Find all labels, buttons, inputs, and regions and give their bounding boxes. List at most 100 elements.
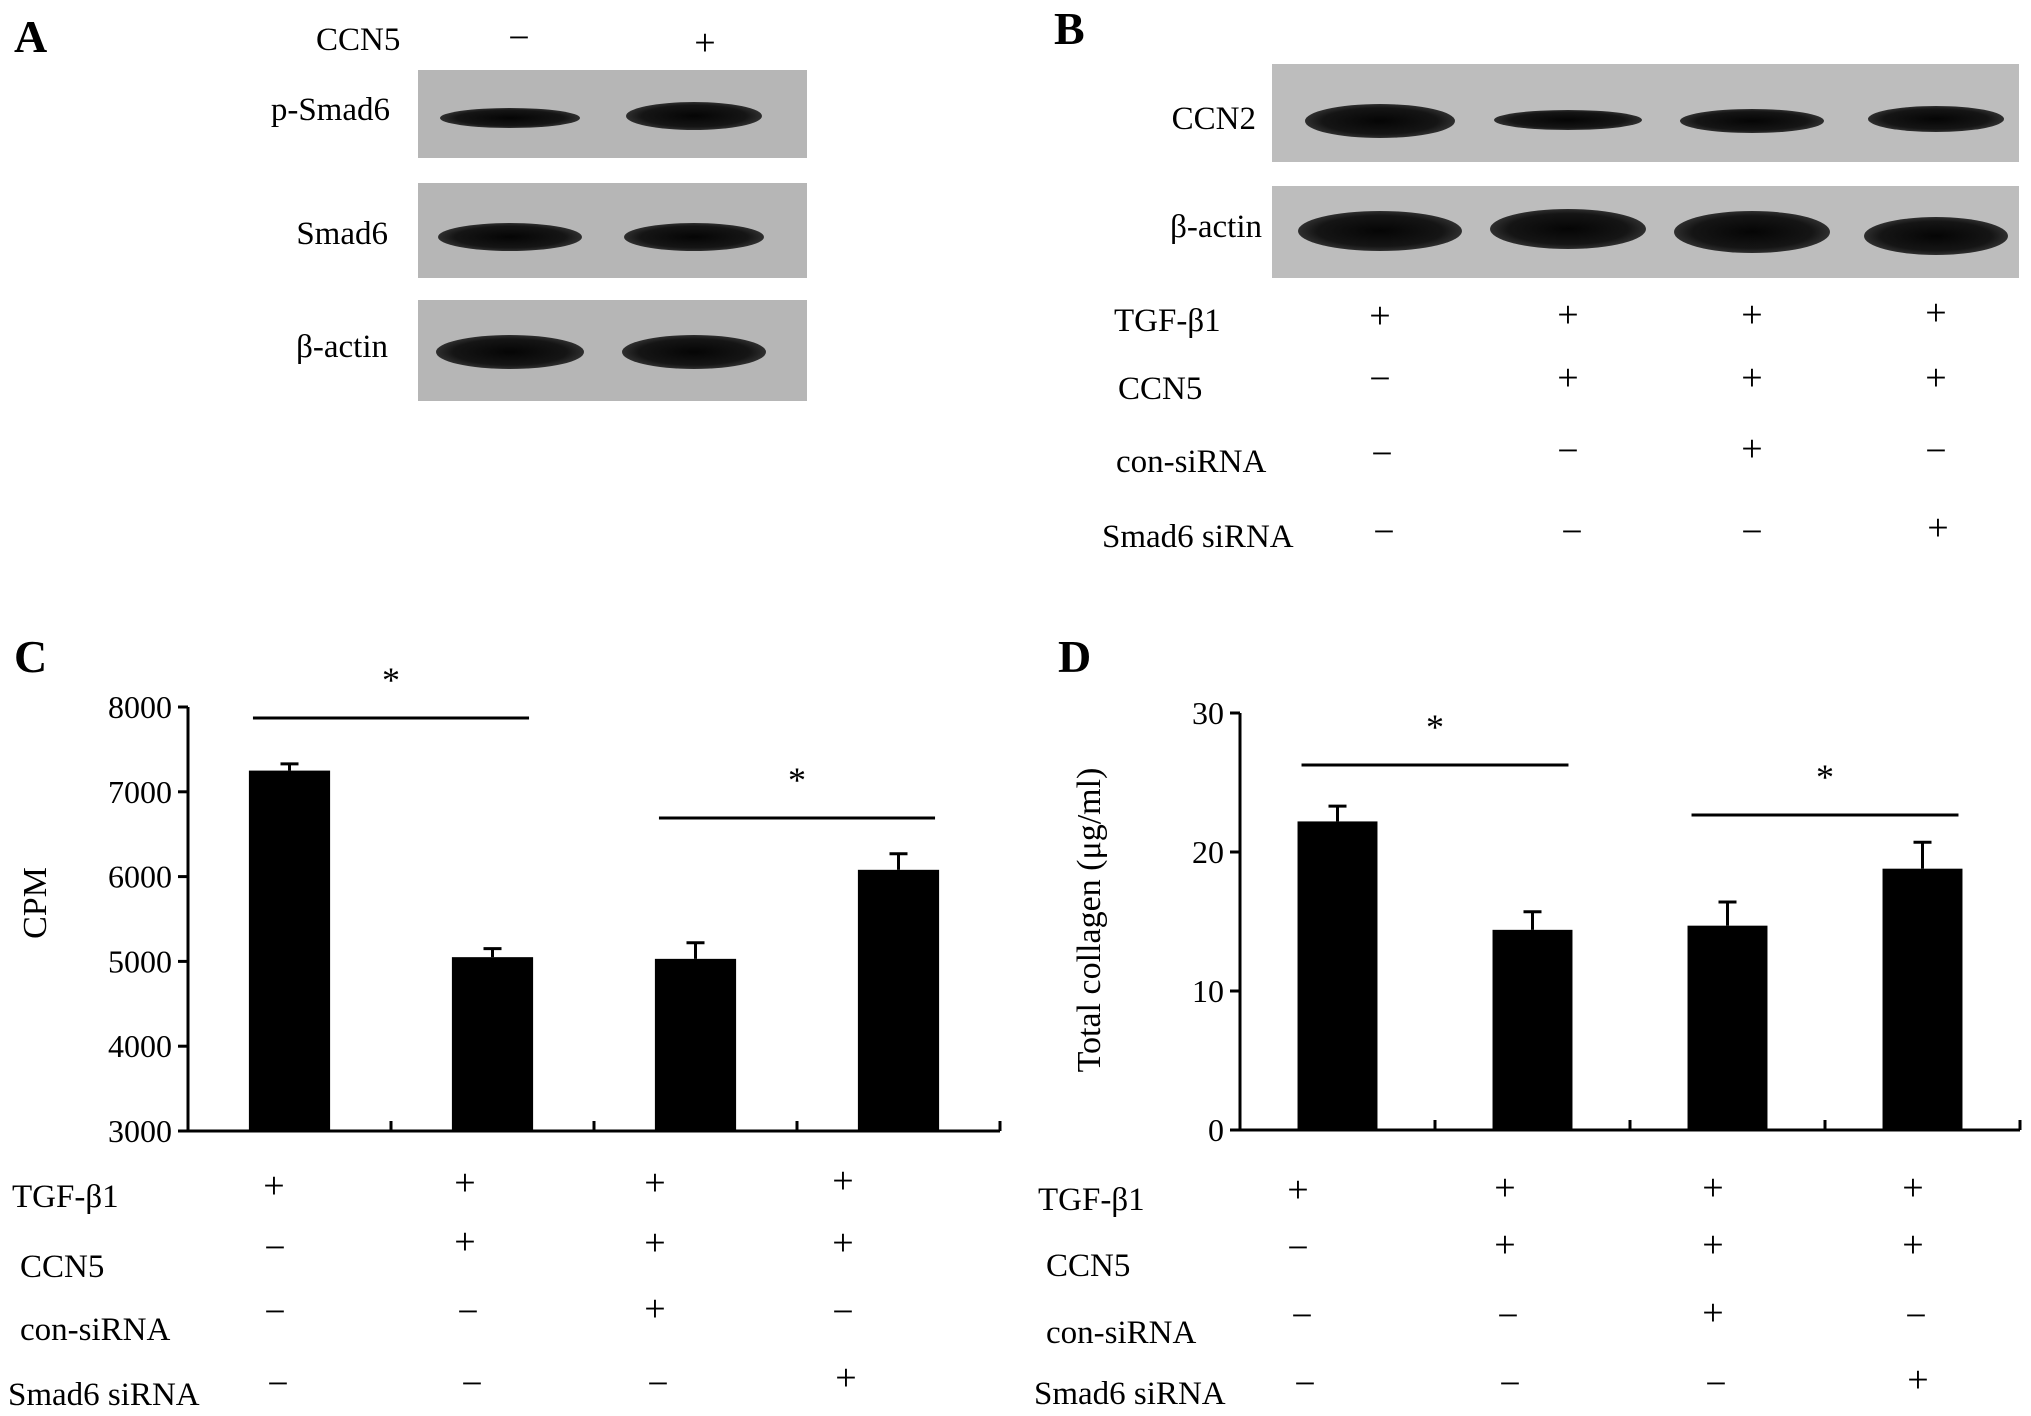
panel-b-treatment-label: CCN5 xyxy=(1118,371,1202,407)
panel-d-treatment-symbol: + xyxy=(1494,1167,1515,1209)
panel-d-treatment-symbol: − xyxy=(1497,1295,1518,1337)
panel-d-treatment-symbol: + xyxy=(1902,1224,1923,1266)
panel-c-treatment-symbol: − xyxy=(264,1227,285,1269)
panel-d-treatment-symbol: − xyxy=(1499,1363,1520,1405)
bar xyxy=(1297,821,1378,1130)
panel-c-treatment-symbol: − xyxy=(267,1363,288,1405)
panel-b-treatment-label: con-siRNA xyxy=(1116,444,1266,480)
panel-a-blot-label-psmad6: p-Smad6 xyxy=(271,92,390,128)
panel-b-treatment-symbol: + xyxy=(1741,428,1762,470)
significance-star: * xyxy=(1816,757,1834,797)
panel-d-treatment-symbol: + xyxy=(1494,1224,1515,1266)
panel-c-treatment-label: TGF-β1 xyxy=(12,1179,119,1215)
panel-b-treatment-label: TGF-β1 xyxy=(1114,303,1221,339)
panel-a-ccn5-minus: − xyxy=(508,17,529,59)
bar xyxy=(857,869,940,1131)
panel-a-band-psmad6-lane1 xyxy=(440,108,580,128)
panel-a-band-smad6-lane2 xyxy=(624,223,764,251)
y-tick-label: 3000 xyxy=(108,1113,172,1149)
panel-b-treatment-symbol: + xyxy=(1925,292,1946,334)
panel-d-treatment-symbol: + xyxy=(1702,1224,1723,1266)
panel-c-treatment-label: CCN5 xyxy=(20,1249,104,1285)
panel-a-band-actin-lane2 xyxy=(622,335,766,369)
y-tick-label: 4000 xyxy=(108,1028,172,1064)
panel-a: A CCN5 − + p-Smad6 Smad6 β-actin xyxy=(14,11,807,401)
panel-b-blot-label-ccn2: CCN2 xyxy=(1172,101,1256,137)
panel-b-treatment-symbol: − xyxy=(1369,358,1390,400)
panel-c-treatment-symbol: + xyxy=(832,1160,853,1202)
panel-c-treatment-label: Smad6 siRNA xyxy=(8,1377,200,1413)
panel-b-band-ccn2-lane2 xyxy=(1494,110,1642,130)
panel-d-treatment-label: con-siRNA xyxy=(1046,1315,1196,1351)
significance-star: * xyxy=(1426,707,1444,747)
panel-d-letter: D xyxy=(1058,631,1091,682)
panel-b-treatment-symbol: + xyxy=(1557,294,1578,336)
significance-star: * xyxy=(788,760,806,800)
y-tick-label: 30 xyxy=(1192,695,1224,731)
panel-d-treatment-grid: TGF-β1 + + + + CCN5 − + + + con-siRNA − … xyxy=(1034,1167,1929,1412)
y-tick-label: 6000 xyxy=(108,859,172,895)
y-tick-label: 20 xyxy=(1192,834,1224,870)
panel-b-treatment-symbol: − xyxy=(1925,430,1946,472)
y-tick-label: 5000 xyxy=(108,943,172,979)
panel-b-band-ccn2-lane4 xyxy=(1868,106,2004,132)
panel-b-treatment-symbol: + xyxy=(1741,294,1762,336)
panel-a-ccn5-plus: + xyxy=(694,22,715,64)
panel-d-y-axis-title: Total collagen (μg/ml) xyxy=(1071,768,1108,1073)
panel-d-treatment-symbol: + xyxy=(1702,1167,1723,1209)
panel-d-treatment-symbol: + xyxy=(1907,1359,1928,1401)
panel-d-treatment-symbol: − xyxy=(1705,1363,1726,1405)
panel-c-treatment-grid: TGF-β1 + + + + CCN5 − + + + con-siRNA − … xyxy=(8,1160,857,1413)
panel-c-treatment-symbol: + xyxy=(454,1221,475,1263)
panel-c-treatment-symbol: + xyxy=(835,1357,856,1399)
panel-c-letter: C xyxy=(14,631,47,682)
panel-b-treatment-label: Smad6 siRNA xyxy=(1102,519,1294,555)
panel-a-blot-label-smad6: Smad6 xyxy=(296,216,388,252)
panel-d-treatment-label: TGF-β1 xyxy=(1038,1182,1145,1218)
panel-b-band-actin-lane3 xyxy=(1674,211,1830,253)
panel-d-treatment-label: Smad6 siRNA xyxy=(1034,1376,1226,1412)
panel-b-treatment-symbol: − xyxy=(1371,433,1392,475)
panel-a-band-smad6-lane1 xyxy=(438,223,582,251)
panel-d-treatment-symbol: − xyxy=(1287,1227,1308,1269)
panel-c: C CPM 3000 4000 5000 6000 7000 8000 * * TGF-β1 … xyxy=(8,631,1002,1413)
panel-b-treatment-symbol: − xyxy=(1373,511,1394,553)
bar xyxy=(248,770,331,1131)
panel-a-band-psmad6-lane2 xyxy=(626,102,762,130)
panel-c-chart: 3000 4000 5000 6000 7000 8000 * * xyxy=(108,660,1002,1149)
panel-c-y-axis-title: CPM xyxy=(17,867,54,939)
panel-c-treatment-symbol: + xyxy=(644,1288,665,1330)
panel-b-treatment-symbol: + xyxy=(1925,357,1946,399)
panel-a-letter: A xyxy=(14,11,47,62)
y-tick-label: 7000 xyxy=(108,774,172,810)
panel-c-treatment-symbol: − xyxy=(461,1363,482,1405)
panel-b-treatment-symbol: − xyxy=(1561,511,1582,553)
panel-b-letter: B xyxy=(1054,3,1085,54)
panel-c-treatment-symbol: + xyxy=(644,1162,665,1204)
panel-b-treatment-symbol: + xyxy=(1557,357,1578,399)
panel-c-treatment-symbol: + xyxy=(644,1222,665,1264)
panel-b-band-ccn2-lane3 xyxy=(1680,109,1824,133)
bar xyxy=(1492,929,1573,1130)
bar xyxy=(1687,925,1768,1130)
panel-a-blot-label-actin: β-actin xyxy=(296,329,388,365)
y-tick-label: 8000 xyxy=(108,689,172,725)
panel-c-treatment-symbol: − xyxy=(264,1291,285,1333)
panel-d-treatment-label: CCN5 xyxy=(1046,1248,1130,1284)
panel-d-treatment-symbol: + xyxy=(1702,1292,1723,1334)
y-tick-label: 0 xyxy=(1208,1112,1224,1148)
panel-b-treatment-symbol: + xyxy=(1741,357,1762,399)
panel-c-treatment-label: con-siRNA xyxy=(20,1312,170,1348)
significance-star: * xyxy=(382,660,400,700)
bar xyxy=(1882,868,1963,1130)
panel-c-treatment-symbol: + xyxy=(832,1222,853,1264)
y-tick-label: 10 xyxy=(1192,973,1224,1009)
panel-b-band-ccn2-lane1 xyxy=(1305,104,1455,138)
panel-b-treatment-symbol: + xyxy=(1369,295,1390,337)
panel-d-treatment-symbol: − xyxy=(1291,1295,1312,1337)
panel-c-treatment-symbol: − xyxy=(647,1363,668,1405)
panel-a-ccn5-label: CCN5 xyxy=(316,22,400,58)
panel-c-treatment-symbol: + xyxy=(263,1165,284,1207)
panel-a-band-actin-lane1 xyxy=(436,335,584,369)
panel-b-blot-label-actin: β-actin xyxy=(1170,209,1262,245)
